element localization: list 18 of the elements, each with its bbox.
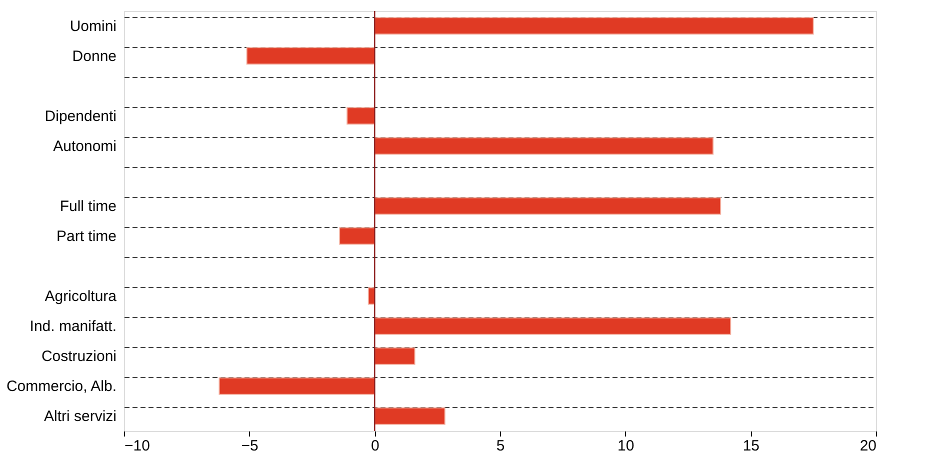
x-tick-label: 10 <box>617 438 634 454</box>
y-tick-label: Commercio, Alb. <box>6 378 116 396</box>
x-tick-label: −10 <box>124 438 150 454</box>
x-tick-label: 5 <box>496 438 505 454</box>
x-tick-label: 15 <box>742 438 760 454</box>
y-tick-label: Full time <box>60 198 116 215</box>
y-tick-label: Part time <box>56 228 116 246</box>
y-tick-label: Altri servizi <box>44 408 116 426</box>
y-tick-label: Donne <box>72 48 116 65</box>
y-tick-label: Dipendenti <box>44 108 116 125</box>
y-tick-label: Autonomi <box>53 138 116 155</box>
y-tick-label: Uomini <box>70 18 116 35</box>
y-tick-label: Agricoltura <box>44 288 118 306</box>
x-tick-label: 20 <box>860 438 876 454</box>
y-tick-label: Costruzioni <box>41 348 116 366</box>
y-tick-label: Ind. manifatt. <box>30 318 116 336</box>
x-tick-label: 0 <box>370 438 380 454</box>
x-tick-label: −5 <box>241 438 258 454</box>
